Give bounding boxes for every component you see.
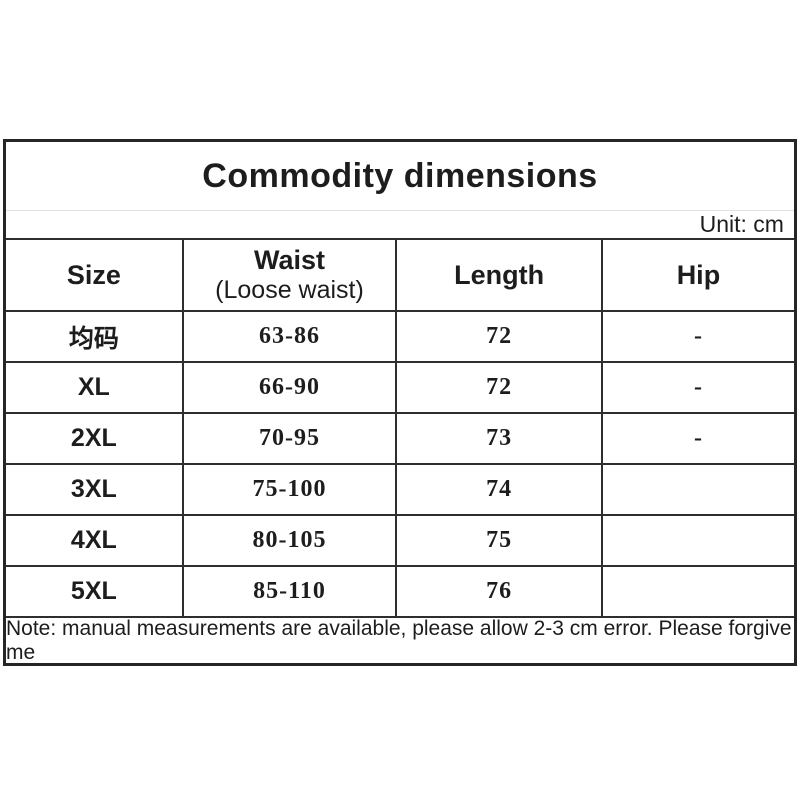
length-cell: 73 [395, 412, 601, 463]
length-cell: 75 [395, 514, 601, 565]
column-header-size: Size [6, 238, 182, 310]
size-cell: 3XL [6, 463, 182, 514]
size-cell: 2XL [6, 412, 182, 463]
hip-cell: - [600, 310, 794, 361]
hip-cell [600, 565, 794, 616]
length-cell: 76 [395, 565, 601, 616]
column-header-waist-sub: (Loose waist) [215, 276, 364, 305]
size-cell: 5XL [6, 565, 182, 616]
column-header-hip: Hip [600, 238, 794, 310]
waist-cell: 75-100 [181, 463, 396, 514]
length-cell: 72 [395, 310, 601, 361]
note-text: Note: manual measurements are available,… [6, 616, 794, 663]
column-header-waist-main: Waist [253, 245, 325, 276]
waist-cell: 80-105 [181, 514, 396, 565]
length-cell: 74 [395, 463, 601, 514]
column-header-length: Length [395, 238, 601, 310]
table-title: Commodity dimensions [202, 156, 598, 195]
hip-cell: - [600, 412, 794, 463]
hip-cell [600, 463, 794, 514]
column-header-waist: Waist (Loose waist) [181, 238, 396, 310]
hip-cell [600, 514, 794, 565]
size-chart-table: Commodity dimensions Unit: cm Size Waist… [3, 139, 797, 666]
size-cell: 4XL [6, 514, 182, 565]
waist-cell: 63-86 [181, 310, 396, 361]
size-cell: XL [6, 361, 182, 412]
waist-cell: 66-90 [181, 361, 396, 412]
unit-label: Unit: cm [6, 210, 794, 238]
length-cell: 72 [395, 361, 601, 412]
waist-cell: 70-95 [181, 412, 396, 463]
size-cell: 均码 [6, 310, 182, 361]
hip-cell: - [600, 361, 794, 412]
waist-cell: 85-110 [181, 565, 396, 616]
